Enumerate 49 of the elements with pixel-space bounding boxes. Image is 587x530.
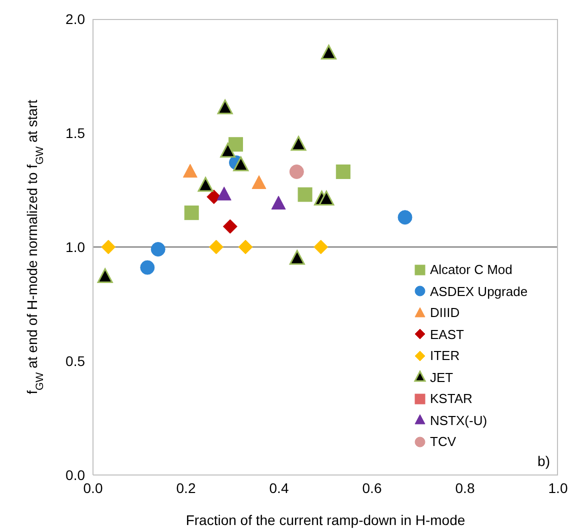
- legend-label: DIIID: [430, 305, 460, 320]
- x-tick-label: 0.0: [83, 480, 103, 496]
- legend-label: EAST: [430, 326, 464, 342]
- point: [252, 175, 266, 190]
- point: [208, 240, 224, 254]
- point: [398, 210, 412, 225]
- legend-label: KSTAR: [430, 391, 472, 406]
- point: [220, 142, 236, 158]
- point: [289, 250, 305, 265]
- point: [314, 240, 328, 254]
- legend-label: NSTX(-U): [430, 412, 488, 428]
- point: [206, 190, 222, 204]
- point: [228, 137, 244, 152]
- x-tick-label: 0.6: [362, 480, 382, 496]
- point: [216, 186, 232, 200]
- point: [271, 196, 286, 210]
- point: [182, 164, 198, 178]
- point: [233, 156, 249, 172]
- point: [321, 44, 337, 60]
- legend-label: JET: [430, 370, 454, 385]
- x-tick-label: 0.8: [455, 480, 475, 496]
- point: [140, 260, 155, 275]
- y-tick-label: 0.0: [66, 466, 86, 483]
- x-tick-label: 0.2: [176, 480, 196, 496]
- point: [184, 206, 199, 220]
- x-axis-title: Fraction of the current ramp-down in H-mode: [186, 512, 466, 528]
- point: [289, 164, 304, 180]
- point: [238, 240, 253, 254]
- point: [217, 99, 233, 114]
- point: [222, 219, 238, 234]
- y-tick-label: 0.5: [66, 352, 86, 369]
- point: [198, 176, 214, 192]
- y-tick-label: 2.0: [66, 10, 86, 27]
- point: [290, 136, 306, 151]
- legend-label: Alcator C Mod: [430, 262, 512, 278]
- legend-label: ITER: [430, 348, 460, 364]
- point: [150, 242, 166, 257]
- legend-label: ASDEX Upgrade: [430, 284, 528, 299]
- x-tick-label: 0.4: [269, 480, 289, 496]
- legend-label: TCV: [430, 434, 456, 450]
- y-tick-label: 1.5: [66, 124, 86, 141]
- y-tick-label: 1.0: [66, 238, 86, 255]
- point: [318, 190, 334, 206]
- annotation: b): [538, 453, 550, 469]
- point: [298, 187, 312, 202]
- point: [97, 268, 113, 283]
- x-tick-label: 1.0: [548, 480, 568, 496]
- point: [101, 240, 116, 254]
- point: [336, 164, 350, 180]
